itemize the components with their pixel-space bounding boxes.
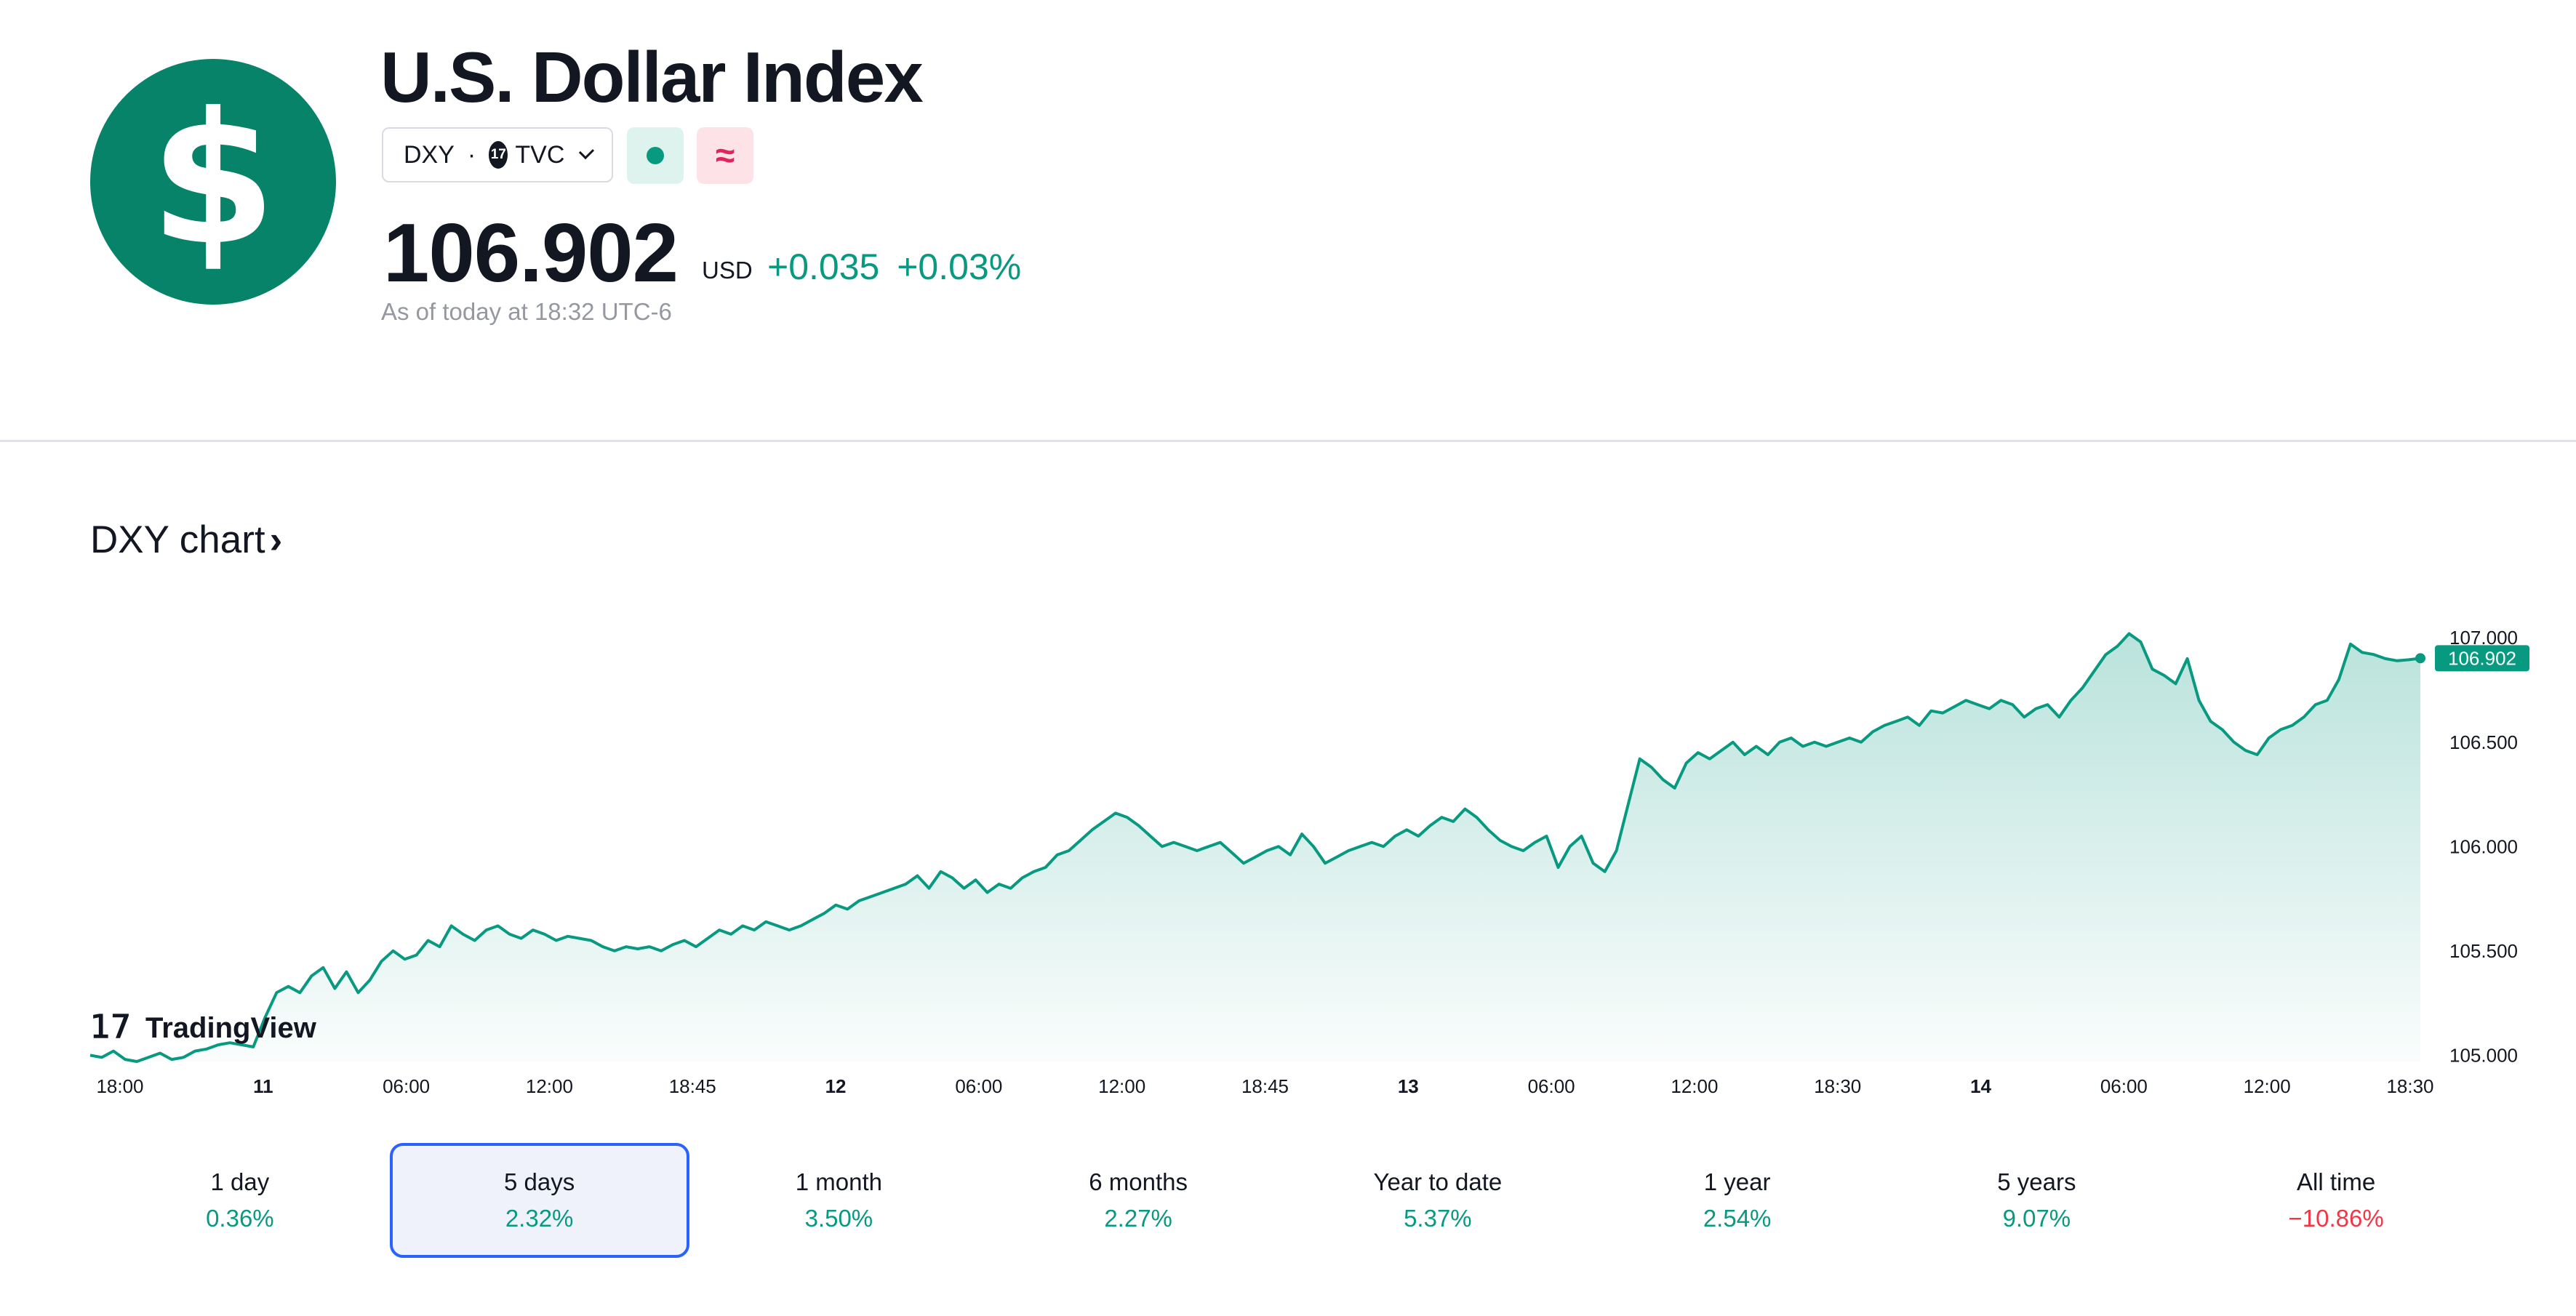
tradingview-logo-icon: 𝟣𝟩 [90,1009,131,1045]
x-tick-label: 12:00 [2244,1075,2291,1097]
symbol-selector[interactable]: DXY · 17 TVC [382,127,613,182]
period-label: 1 year [1703,1168,1771,1195]
period-label: 1 month [795,1168,882,1195]
period-change: 0.36% [206,1205,274,1232]
y-tick-label: 106.000 [2449,835,2518,857]
y-tick-label: 105.000 [2449,1044,2518,1066]
x-tick-label: 18:00 [96,1075,143,1097]
separator-dot: · [467,140,476,169]
watermark-text: TradingView [145,1012,317,1044]
period-tab[interactable]: All time −10.86% [2186,1143,2486,1258]
x-tick-label: 06:00 [955,1075,1002,1097]
period-change: 2.27% [1104,1205,1172,1232]
dollar-logo: $ [90,59,336,305]
last-price: 106.902 [383,207,679,300]
market-open-dot-icon [647,147,664,164]
last-price-label-text: 106.902 [2448,647,2516,669]
x-axis: 18:00 11 06:00 12:00 18:45 12 06:00 12:00 18:45 1… [96,1075,2433,1097]
tradingview-logo-icon: 17 [489,141,508,169]
page-title: U.S. Dollar Index [380,37,924,117]
period-selector: 1 day 0.36% 5 days 2.32% 1 month 3.50% 6 month… [90,1143,2486,1258]
x-tick-label: 12 [825,1075,847,1097]
change-value: +0.035 [767,246,880,287]
period-change: 3.50% [804,1205,873,1232]
tradingview-watermark[interactable]: 𝟣𝟩 TradingView [90,1009,317,1045]
period-tab[interactable]: Year to date 5.37% [1288,1143,1588,1258]
section-divider [0,440,2576,442]
x-tick-label: 18:45 [669,1075,716,1097]
period-change: −10.86% [2288,1205,2384,1232]
period-label: 5 years [1997,1168,2076,1195]
chevron-down-icon [579,143,595,159]
y-axis: 105.000 105.500 106.000 106.500 107.000 [2449,627,2518,1066]
x-tick-label: 13 [1398,1075,1419,1097]
exchange-name: TVC [515,140,565,169]
price-change: +0.035 +0.03% [767,246,1021,288]
y-tick-label: 105.500 [2449,940,2518,962]
price-chart[interactable]: 105.000 105.500 106.000 106.500 107.000 18:0… [0,625,2576,1120]
period-change: 2.32% [505,1205,574,1232]
x-tick-label: 12:00 [1098,1075,1145,1097]
x-tick-label: 12:00 [1671,1075,1718,1097]
period-tab[interactable]: 6 months 2.27% [988,1143,1288,1258]
change-percent: +0.03% [897,246,1022,287]
chart-title-text: DXY chart [90,518,265,561]
x-tick-label: 06:00 [1528,1075,1575,1097]
period-tab[interactable]: 5 days 2.32% [389,1143,689,1258]
period-label: 1 day [210,1168,270,1195]
y-tick-label: 106.500 [2449,731,2518,753]
price-line [89,632,2421,1063]
x-tick-label: 14 [1970,1075,1991,1097]
area-fill [90,633,2420,1062]
period-change: 2.54% [1703,1205,1772,1232]
x-tick-label: 18:45 [1241,1075,1289,1097]
approx-icon: ≈ [715,136,735,175]
last-price-label-bg [2435,645,2529,672]
chart-title-link[interactable]: DXY chart › [90,518,282,562]
market-status-badge[interactable] [627,127,684,184]
symbol-ticker: DXY [404,140,455,169]
x-tick-label: 18:30 [1814,1075,1861,1097]
price-timestamp: As of today at 18:32 UTC-6 [381,298,672,325]
period-change: 5.37% [1404,1205,1472,1232]
currency-label: USD [702,257,753,284]
x-tick-label: 12:00 [526,1075,573,1097]
chevron-right-icon: › [269,518,283,561]
period-label: 5 days [504,1168,575,1195]
y-tick-label: 107.000 [2449,627,2518,649]
x-tick-label: 06:00 [383,1075,430,1097]
period-label: All time [2297,1168,2376,1195]
dollar-sign-icon: $ [150,73,276,285]
period-change: 9.07% [2002,1205,2071,1232]
x-tick-label: 18:30 [2386,1075,2433,1097]
period-tab[interactable]: 1 year 2.54% [1588,1143,1887,1258]
period-tab[interactable]: 5 years 9.07% [1887,1143,2187,1258]
x-tick-label: 06:00 [2100,1075,2148,1097]
period-label: Year to date [1373,1168,1503,1195]
last-price-label: 106.902 [2435,645,2529,672]
period-tab[interactable]: 1 day 0.36% [90,1143,390,1258]
period-tab[interactable]: 1 month 3.50% [689,1143,989,1258]
derived-data-badge[interactable]: ≈ [697,127,753,184]
period-label: 6 months [1089,1168,1188,1195]
last-price-point [2415,653,2425,664]
x-tick-label: 11 [253,1075,273,1097]
